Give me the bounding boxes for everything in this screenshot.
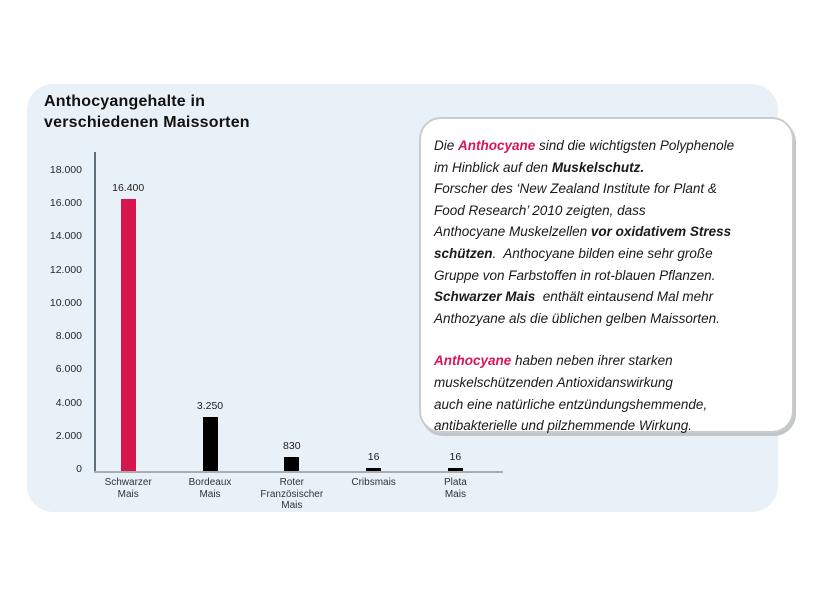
info-textbox-content: Die Anthocyane sind die wichtigsten Poly… <box>434 135 780 437</box>
highlighted-term: Anthocyane <box>458 138 536 153</box>
info-text-line: Schwarzer Mais enthält eintausend Mal me… <box>434 286 780 308</box>
info-text-line: Anthocyane haben neben ihrer starken <box>434 350 780 372</box>
y-axis-tick-label: 12.000 <box>49 263 82 276</box>
chart-bar <box>366 467 382 471</box>
y-axis-tick-label: 10.000 <box>49 296 82 309</box>
text-segment: auch eine natürliche entzündungshemmende… <box>434 396 708 412</box>
text-segment: vor oxidativem Stress <box>590 224 732 240</box>
y-axis-tick-label: 14.000 <box>49 230 82 243</box>
chart-title: Anthocyangehalte in verschiedenen Maisso… <box>44 93 250 131</box>
info-text-line: Anthocyane Muskelzellen vor oxidativem S… <box>434 221 780 243</box>
info-text-line: schützen. Anthocyane bilden eine sehr gr… <box>434 243 780 265</box>
chart-bar <box>202 417 218 471</box>
text-segment: Anthocyane Muskelzellen <box>434 224 591 240</box>
text-segment: Food Research’ 2010 zeigten, dass <box>434 202 646 218</box>
text-segment: Gruppe von Farbstoffen in rot-blauen Pfl… <box>434 267 716 283</box>
text-segment: schützen <box>434 245 493 261</box>
bar-value-label: 16 <box>449 450 462 463</box>
chart-bar <box>284 457 300 471</box>
y-axis-tick-label: 4.000 <box>55 396 82 409</box>
text-segment: . Anthocyane bilden eine sehr große <box>492 245 713 261</box>
bar-value-label: 830 <box>283 440 301 453</box>
y-axis-tick-label: 0 <box>76 463 82 475</box>
bar-value-label: 16.400 <box>112 181 145 194</box>
text-segment: Muskelschutz. <box>551 159 645 175</box>
x-axis-line <box>94 471 503 473</box>
text-segment: Schwarzer Mais <box>434 289 536 305</box>
text-segment: Anthozyane als die üblichen gelben Maiss… <box>434 310 720 326</box>
info-text-line: antibakterielle und pilzhemmende Wirkung… <box>434 415 780 437</box>
x-axis-category-label: Roter Französischer Mais <box>260 477 324 511</box>
chart-bar <box>447 467 463 471</box>
x-axis-category-label: Cribsmais <box>351 477 396 488</box>
info-textbox: Die Anthocyane sind die wichtigsten Poly… <box>419 117 794 433</box>
y-axis-tick-label: 18.000 <box>49 164 82 176</box>
text-segment: enthält eintausend Mal mehr <box>535 289 714 305</box>
text-segment: im Hinblick auf den <box>434 159 552 175</box>
text-segment: antibakterielle und pilzhemmende Wirkung… <box>434 418 693 434</box>
info-text-line: Forscher des ‘New Zealand Institute for … <box>434 178 780 200</box>
text-segment: muskelschützenden Antioxidanswirkung <box>434 374 673 390</box>
info-text-line: Gruppe von Farbstoffen in rot-blauen Pfl… <box>434 265 780 287</box>
info-text-line: Food Research’ 2010 zeigten, dass <box>434 200 780 222</box>
info-text-line: Die Anthocyane sind die wichtigsten Poly… <box>434 135 780 157</box>
info-paragraph: Die Anthocyane sind die wichtigsten Poly… <box>434 135 780 329</box>
highlighted-term: Anthocyane <box>434 353 512 369</box>
text-segment: sind die wichtigsten Polyphenole <box>535 138 735 153</box>
text-segment: Die <box>434 138 459 153</box>
info-text-line: muskelschützenden Antioxidanswirkung <box>434 372 780 394</box>
info-text-line: auch eine natürliche entzündungshemmende… <box>434 394 780 416</box>
y-axis-tick-label: 6.000 <box>55 363 82 376</box>
text-segment: Forscher des ‘New Zealand Institute for … <box>434 181 717 197</box>
x-axis-category-label: Bordeaux Mais <box>188 477 232 500</box>
y-axis-tick-label: 2.000 <box>55 429 82 442</box>
info-text-line: Anthozyane als die üblichen gelben Maiss… <box>434 308 780 330</box>
x-axis-category-label: Schwarzer Mais <box>104 477 152 500</box>
y-axis-tick-label: 8.000 <box>55 330 82 343</box>
bar-value-label: 16 <box>367 450 380 463</box>
text-segment: haben neben ihrer starken <box>511 353 673 369</box>
x-axis-category-label: Plata Mais <box>443 477 467 500</box>
y-axis-line <box>94 152 96 472</box>
info-paragraph: Anthocyane haben neben ihrer starken musk… <box>434 350 780 436</box>
bar-value-label: 3.250 <box>196 400 224 412</box>
y-axis-tick-label: 16.000 <box>49 197 82 210</box>
info-text-line: im Hinblick auf den Muskelschutz. <box>434 157 780 179</box>
chart-bar <box>120 198 136 471</box>
